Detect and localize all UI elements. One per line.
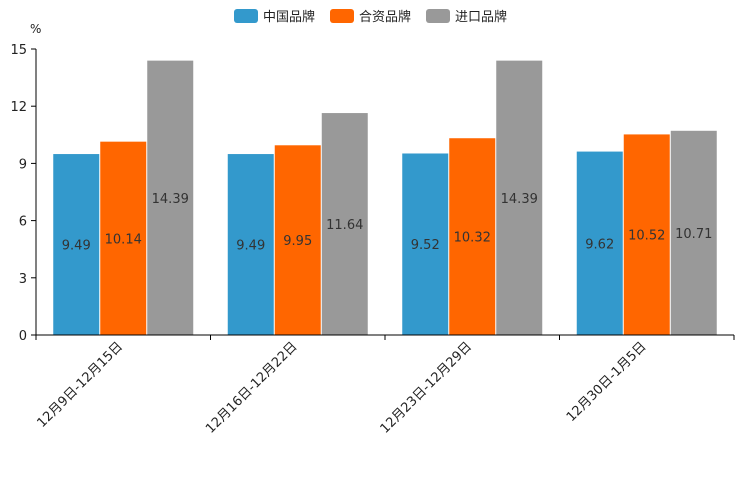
bar (623, 134, 670, 335)
bar (496, 60, 543, 335)
bar (147, 60, 194, 335)
legend-label-2: 合资品牌 (359, 9, 411, 25)
y-tick-label: 12 (10, 100, 27, 115)
bar (576, 151, 623, 335)
bar (53, 154, 100, 335)
bar-value-label: 9.49 (236, 239, 265, 254)
bar-value-label: 10.52 (628, 229, 665, 244)
bar-value-label: 9.62 (585, 237, 614, 252)
bar-value-label: 14.39 (501, 192, 538, 207)
y-tick-label: 15 (10, 43, 27, 58)
bar (449, 138, 496, 335)
y-tick-label: 3 (19, 272, 27, 287)
y-tick-label: 9 (19, 157, 27, 172)
bar-value-label: 9.52 (411, 238, 440, 253)
bar (670, 130, 717, 335)
x-tick-label: 12月9日-12月15日 (34, 339, 126, 431)
bar-value-label: 10.71 (675, 227, 712, 242)
bar-value-label: 11.64 (326, 218, 363, 233)
legend-label-3: 进口品牌 (455, 9, 507, 25)
x-axis: 12月9日-12月15日 12月16日-12月22日 12月23日-12月29日 12… (34, 334, 735, 437)
y-axis: 0 3 6 9 12 15 (10, 43, 37, 344)
legend-swatch-1 (234, 9, 258, 23)
y-tick-label: 0 (19, 329, 27, 344)
x-tick-label: 12月16日-12月22日 (203, 339, 300, 436)
bar-value-label: 14.39 (152, 192, 189, 207)
legend: 中国品牌 合资品牌 进口品牌 (234, 9, 507, 25)
bar-value-label: 10.32 (454, 231, 491, 246)
x-tick-label: 12月23日-12月29日 (378, 339, 475, 436)
bar-labels-group: 9.49 10.14 14.39 9.49 9.95 11.64 9.52 10.32 14.3… (62, 192, 713, 254)
legend-swatch-2 (330, 9, 354, 23)
bar (321, 113, 368, 336)
legend-label-1: 中国品牌 (263, 9, 315, 25)
bar-value-label: 9.49 (62, 239, 91, 254)
bar-value-label: 10.14 (105, 232, 142, 247)
bar (100, 141, 147, 335)
bar-value-label: 9.95 (283, 234, 312, 249)
bar (402, 153, 449, 335)
y-tick-label: 6 (19, 215, 27, 230)
legend-swatch-3 (426, 9, 450, 23)
bar (274, 145, 321, 335)
y-axis-unit-label: % (30, 22, 41, 36)
x-tick-label: 12月30日-1月5日 (564, 339, 650, 425)
bars-group (53, 60, 717, 336)
bar (227, 154, 274, 335)
